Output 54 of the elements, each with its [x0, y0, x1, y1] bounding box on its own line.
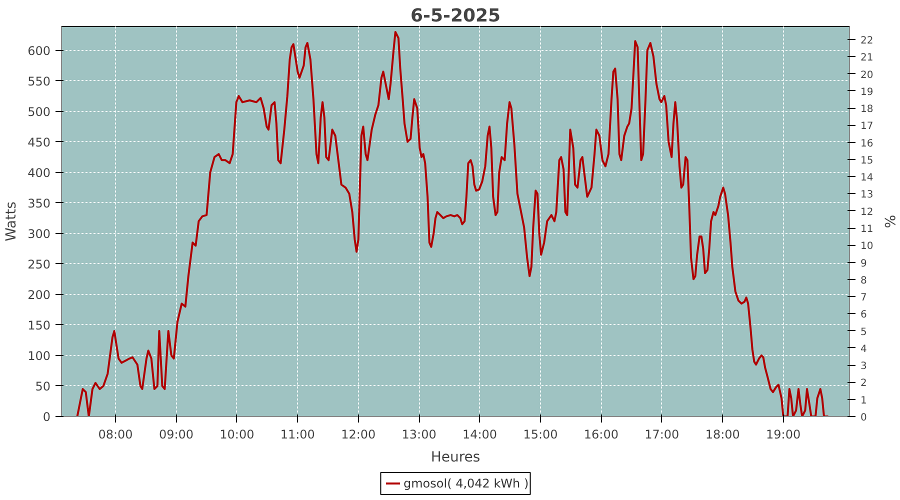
x-tick-label: 10:00 — [220, 428, 254, 442]
y2-tick-label: 10 — [860, 241, 874, 252]
y-tick-label: 450 — [28, 135, 50, 150]
legend-label: gmosol( 4,042 kWh ) — [403, 476, 529, 490]
x-tick-label: 17:00 — [644, 428, 680, 442]
y2-tick-label: 2 — [860, 378, 867, 390]
y-tick-label: 400 — [28, 166, 50, 180]
y-tick-label: 150 — [28, 318, 50, 332]
y-tick-label: 600 — [28, 44, 50, 58]
y2-tick-label: 19 — [860, 86, 874, 98]
y2-tick-label: 1 — [860, 395, 867, 406]
y-tick-label: 550 — [28, 74, 50, 88]
x-tick-label: 16:00 — [584, 428, 619, 442]
y2-tick-label: 5 — [860, 326, 867, 338]
y2-tick-label: 14 — [860, 172, 874, 184]
x-tick-label: 15:00 — [523, 428, 558, 442]
y2-tick-label: 22 — [860, 36, 874, 47]
y2-axis-title: % — [881, 214, 898, 228]
y2-tick-label: 21 — [860, 52, 874, 64]
y2-tick-label: 6 — [860, 310, 867, 321]
chart-title: 6-5-2025 — [410, 6, 501, 26]
y-tick-label: 200 — [28, 288, 50, 302]
x-axis-title: Heures — [430, 450, 480, 466]
y-tick-label: 100 — [28, 348, 50, 363]
x-tick-label: 11:00 — [280, 428, 315, 442]
y2-tick-label: 4 — [860, 344, 867, 355]
y2-tick-label: 17 — [860, 121, 874, 132]
line-series — [76, 30, 830, 416]
y-axis-title: Watts — [4, 202, 20, 242]
y2-tick-label: 11 — [860, 224, 874, 236]
x-tick-label: 13:00 — [402, 428, 436, 442]
y2-tick-label: 8 — [860, 275, 867, 286]
y2-tick-label: 13 — [860, 190, 874, 201]
y2-tick-label: 18 — [860, 104, 874, 116]
y2-tick-label: 9 — [860, 258, 867, 270]
y2-tick-label: 20 — [860, 70, 874, 81]
x-tick-label: 08:00 — [98, 428, 133, 442]
x-tick-label: 19:00 — [766, 428, 801, 442]
x-tick-label: 18:00 — [705, 428, 740, 442]
y-tick-label: 500 — [28, 104, 50, 119]
y2-tick-label: 0 — [860, 412, 867, 424]
x-tick-label: 14:00 — [462, 428, 498, 442]
y-tick-label: 350 — [28, 196, 50, 210]
y-tick-label: 250 — [28, 257, 50, 272]
y2-tick-label: 7 — [860, 292, 867, 304]
y2-tick-label: 15 — [860, 155, 874, 166]
x-tick-label: 09:00 — [158, 428, 194, 442]
x-tick-label: 12:00 — [341, 428, 376, 442]
y2-tick-label: 3 — [860, 361, 867, 372]
y-tick-label: 300 — [28, 226, 50, 241]
y-tick-label: 50 — [35, 379, 51, 394]
y2-tick-label: 12 — [860, 206, 874, 218]
y-tick-label: 0 — [42, 410, 51, 424]
y2-tick-label: 16 — [860, 138, 874, 150]
